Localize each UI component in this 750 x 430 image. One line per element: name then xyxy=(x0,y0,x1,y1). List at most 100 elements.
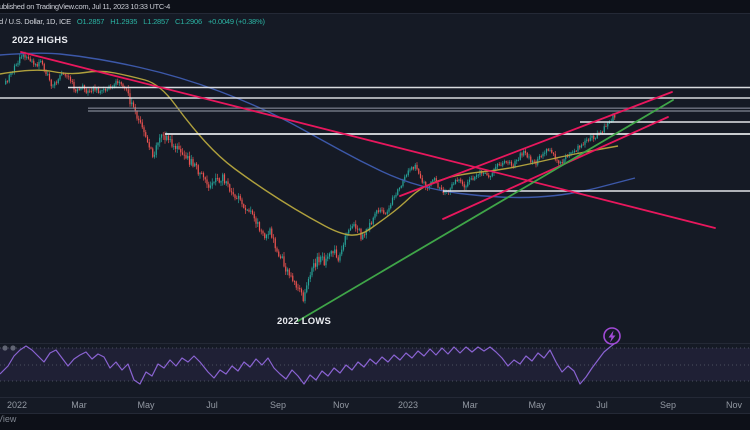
candle-body xyxy=(89,90,91,92)
candle-body xyxy=(405,175,408,177)
candle-body xyxy=(570,152,572,155)
candle-body xyxy=(171,139,173,147)
candle-body xyxy=(512,165,514,167)
candle-body xyxy=(176,146,178,149)
indicator-control-icon[interactable] xyxy=(10,345,16,351)
candle-body xyxy=(367,229,369,230)
candle-body xyxy=(351,226,353,229)
candle-body xyxy=(412,167,415,169)
candle-body xyxy=(169,139,171,140)
candle-body xyxy=(248,209,250,212)
time-axis-label-mar: Mar xyxy=(462,400,478,410)
candle-body xyxy=(507,162,509,164)
candle-body xyxy=(272,237,275,239)
flash-icon-bolt[interactable] xyxy=(608,330,616,343)
candle-body xyxy=(125,88,128,90)
candle-body xyxy=(73,82,75,90)
trendline-green[interactable] xyxy=(297,99,674,322)
candle-body xyxy=(199,172,201,175)
candle-body xyxy=(110,86,112,88)
candle-body xyxy=(498,164,500,165)
candle-body xyxy=(206,179,208,185)
candle-body xyxy=(299,287,301,290)
candle-body xyxy=(174,145,177,149)
candle-body xyxy=(20,56,23,58)
candle-body xyxy=(152,148,154,157)
candle-body xyxy=(531,160,534,163)
candle-body xyxy=(222,174,224,182)
candle-body xyxy=(202,173,205,178)
candle-body xyxy=(391,197,394,205)
candle-body xyxy=(208,184,210,188)
candle-body xyxy=(559,162,562,164)
candle-body xyxy=(45,70,47,75)
candle-body xyxy=(115,81,117,85)
published-bar: ublished on TradingView.com, Jul 11, 202… xyxy=(0,0,750,14)
candle-body xyxy=(596,132,598,139)
candle-body xyxy=(5,80,7,84)
candle-body xyxy=(577,145,579,151)
candle-body xyxy=(204,177,206,180)
candle-body xyxy=(453,183,455,185)
indicator-control-icon[interactable] xyxy=(2,345,8,351)
candle-body xyxy=(232,192,234,195)
candle-body xyxy=(50,79,52,87)
candle-body xyxy=(545,149,548,153)
trendline-pink[interactable] xyxy=(442,116,669,220)
candle-body xyxy=(325,258,327,266)
candle-body xyxy=(33,60,35,65)
candle-body xyxy=(335,249,338,258)
candle-body xyxy=(48,73,51,80)
high-value: H1.2935 xyxy=(110,16,138,26)
candle-body xyxy=(104,88,107,91)
candle-body xyxy=(320,256,322,263)
candle-body xyxy=(257,222,259,224)
candle-body xyxy=(295,281,297,288)
candle-body xyxy=(180,149,182,153)
candle-body xyxy=(43,64,45,71)
candle-body xyxy=(470,178,472,180)
candle-body xyxy=(332,251,334,254)
candle-body xyxy=(167,135,170,140)
candle-body xyxy=(267,234,269,236)
candle-body xyxy=(250,210,252,212)
time-axis-label-may: May xyxy=(528,400,546,410)
candle-body xyxy=(404,176,406,181)
candle-body xyxy=(236,198,238,200)
candle-body xyxy=(314,263,317,267)
candle-body xyxy=(542,153,544,157)
candle-body xyxy=(159,137,161,143)
candle-body xyxy=(509,161,511,164)
candle-body xyxy=(190,159,192,165)
candle-body xyxy=(370,222,373,224)
candle-body xyxy=(131,102,133,105)
candle-body xyxy=(528,156,530,158)
candle-body xyxy=(519,153,521,160)
candle-body xyxy=(138,118,140,121)
trendline-pink[interactable] xyxy=(399,91,673,197)
candle-body xyxy=(437,182,439,188)
candle-body xyxy=(166,135,168,140)
candle-body xyxy=(311,268,313,276)
candle-body xyxy=(97,88,100,93)
candle-body xyxy=(558,160,560,164)
candle-body xyxy=(544,152,546,154)
candle-body xyxy=(276,248,278,252)
candle-body xyxy=(117,81,119,84)
candle-body xyxy=(362,234,364,240)
candle-body xyxy=(579,145,581,148)
candle-body xyxy=(54,82,56,86)
flash-icon[interactable] xyxy=(603,327,621,345)
candle-body xyxy=(328,253,331,257)
candle-body xyxy=(601,131,604,133)
candle-body xyxy=(234,194,236,199)
candle-body xyxy=(145,132,147,137)
candle-body xyxy=(122,84,124,88)
trendline-pink[interactable] xyxy=(20,51,716,229)
candle-body xyxy=(510,161,513,166)
candle-body xyxy=(454,179,457,184)
time-axis: 2022 Mar May Jul Sep Nov 2023 Mar May Jul Sep Nov xyxy=(0,400,750,412)
candle-body xyxy=(372,217,374,224)
candle-body xyxy=(78,89,80,91)
